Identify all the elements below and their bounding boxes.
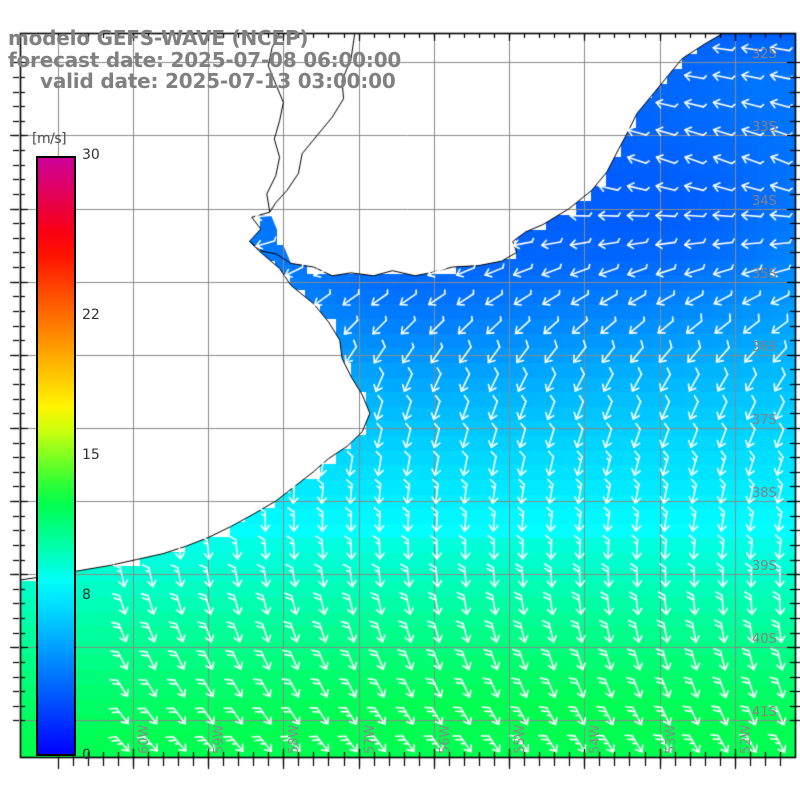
colorbar-units-label: [m/s] [32, 131, 67, 147]
colorbar-tick-22: 22 [82, 307, 100, 323]
colorbar-tick-15: 15 [82, 447, 100, 463]
colorbar-tick-30: 30 [82, 147, 100, 163]
colorbar-gradient [36, 156, 76, 756]
colorbar-tick-8: 8 [82, 587, 91, 603]
colorbar-tick-0: 0 [82, 747, 91, 763]
